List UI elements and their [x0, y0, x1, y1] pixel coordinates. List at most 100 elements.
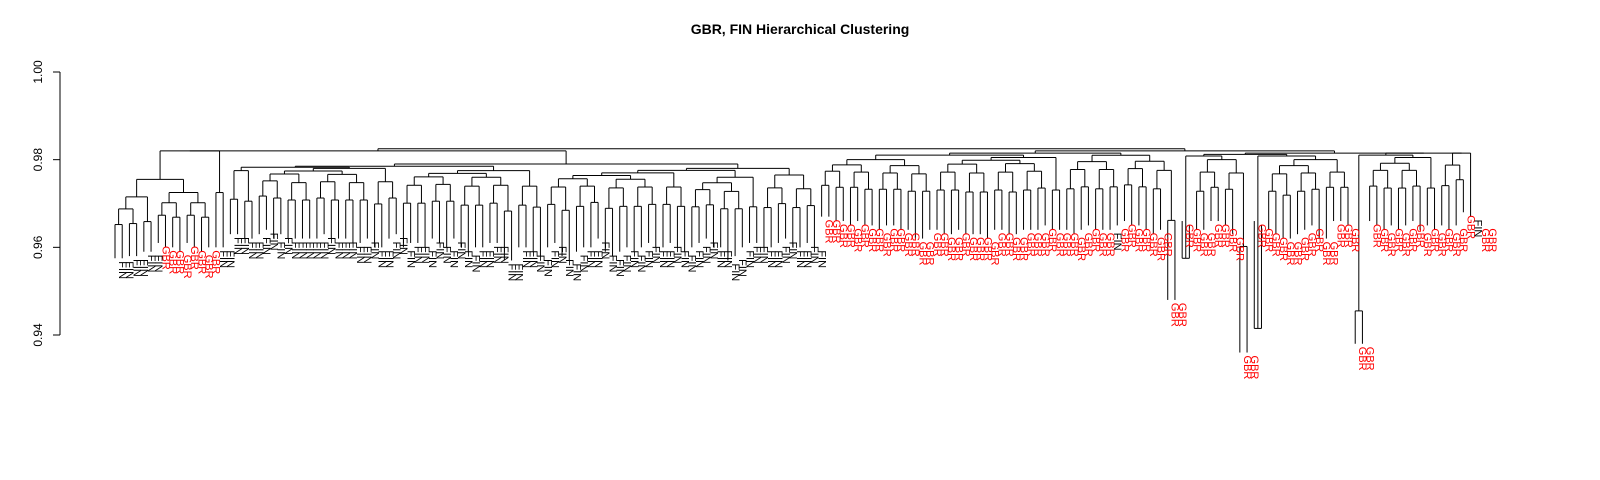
leaf-label: GBR: [1104, 233, 1116, 257]
leaf-label: GBR: [166, 250, 178, 274]
leaf-label: FIN: [570, 263, 582, 281]
leaf-label: FIN: [751, 246, 763, 264]
leaf-label: GBR: [967, 237, 979, 261]
leaf-label: FIN: [693, 250, 705, 268]
leaf-label: FIN: [368, 242, 380, 260]
leaf-label: FIN: [303, 242, 315, 260]
leaf-label: FIN: [289, 242, 301, 260]
leaf-label: FIN: [513, 263, 525, 281]
leaf-label: GBR: [1198, 233, 1210, 257]
leaf-label: GBR: [1270, 233, 1282, 257]
leaf-label: FIN: [347, 242, 359, 260]
leaf-label: GBR: [1464, 215, 1476, 239]
leaf-label: GBR: [916, 242, 928, 266]
leaf-label: GBR: [1053, 233, 1065, 257]
leaf-label: FIN: [599, 242, 611, 260]
leaf-label: GBR: [174, 250, 186, 274]
leaf-label: GBR: [938, 233, 950, 257]
leaf-label: GBR: [1032, 233, 1044, 257]
leaf-label: GBR: [1219, 224, 1231, 248]
leaf-label: FIN: [549, 250, 561, 268]
leaf-label: FIN: [541, 259, 553, 277]
leaf-label: FIN: [534, 255, 546, 273]
leaf-label: GBR: [880, 233, 892, 257]
y-tick-label: 1.00: [31, 60, 45, 84]
leaf-label: FIN: [779, 246, 791, 264]
leaf-label: FIN: [325, 237, 337, 255]
leaf-label: FIN: [123, 261, 135, 279]
leaf-label: GBR: [1125, 224, 1137, 248]
leaf-label: FIN: [714, 250, 726, 268]
leaf-label: GBR: [931, 233, 943, 257]
leaf-label: GBR: [1169, 303, 1181, 327]
leaf-label: FIN: [592, 250, 604, 268]
leaf-label: GBR: [1414, 224, 1426, 248]
leaf-label: GBR: [210, 250, 222, 274]
leaf-label: GBR: [837, 224, 849, 248]
leaf-label: FIN: [354, 246, 366, 264]
leaf-label: FIN: [296, 242, 308, 260]
leaf-label: GBR: [830, 220, 842, 244]
leaf-label: GBR: [996, 233, 1008, 257]
leaf-label: FIN: [628, 250, 640, 268]
leaf-label: FIN: [736, 259, 748, 277]
leaf-label: GBR: [1385, 233, 1397, 257]
leaf-label: GBR: [1371, 224, 1383, 248]
leaf-label: GBR: [866, 228, 878, 252]
leaf-label: FIN: [635, 255, 647, 273]
leaf-label: GBR: [895, 228, 907, 252]
leaf-label: GBR: [1407, 228, 1419, 252]
leaf-label: FIN: [455, 242, 467, 260]
leaf-label: GBR: [1118, 228, 1130, 252]
leaf-label: FIN: [253, 242, 265, 260]
leaf-label: FIN: [1472, 220, 1484, 238]
leaf-label: GBR: [952, 237, 964, 261]
y-tick-label: 0.96: [31, 235, 45, 259]
leaf-label: GBR: [1068, 233, 1080, 257]
leaf-label: GBR: [1342, 224, 1354, 248]
dendrogram-tree: [114, 148, 1472, 353]
leaf-label: FIN: [722, 250, 734, 268]
leaf-label: FIN: [267, 233, 279, 251]
leaf-label: FIN: [642, 250, 654, 268]
leaf-label: GBR: [1133, 228, 1145, 252]
leaf-label: FIN: [606, 255, 618, 273]
leaf-label: GBR: [1428, 228, 1440, 252]
leaf-label: GBR: [1349, 228, 1361, 252]
leaf-label: FIN: [801, 250, 813, 268]
leaf-label: GBR: [1392, 228, 1404, 252]
leaf-label: FIN: [758, 246, 770, 264]
leaf-label: FIN: [657, 250, 669, 268]
leaf-label: GBR: [1205, 233, 1217, 257]
leaf-label: GBR: [945, 237, 957, 261]
leaf-label: GBR: [1378, 228, 1390, 252]
leaf-label: FIN: [426, 250, 438, 268]
leaf-label: FIN: [808, 246, 820, 264]
leaf-label: GBR: [1284, 242, 1296, 266]
leaf-label: FIN: [491, 246, 503, 264]
leaf-label: GBR: [1010, 237, 1022, 261]
leaf-label: FIN: [239, 237, 251, 255]
leaf-label: GBR: [195, 250, 207, 274]
leaf-label: GBR: [203, 255, 215, 279]
leaf-label: FIN: [275, 242, 287, 260]
leaf-label: GBR: [1061, 233, 1073, 257]
leaf-label: FIN: [397, 237, 409, 255]
leaf-label: GBR: [1025, 233, 1037, 257]
leaf-label: GBR: [1046, 228, 1058, 252]
leaf-label: FIN: [614, 259, 626, 277]
leaf-label: GBR: [1183, 224, 1195, 248]
leaf-label: FIN: [224, 250, 236, 268]
leaf-label: GBR: [1421, 233, 1433, 257]
leaf-label: FIN: [145, 255, 157, 273]
leaf-label: FIN: [743, 250, 755, 268]
leaf-label: FIN: [505, 263, 517, 281]
leaf-label: FIN: [440, 246, 452, 264]
leaf-label: FIN: [686, 255, 698, 273]
y-axis: 0.94 0.96 0.98 1.00: [31, 60, 61, 347]
leaf-label: FIN: [116, 261, 128, 279]
leaf-label: FIN: [650, 246, 662, 264]
leaf-label: FIN: [448, 250, 460, 268]
leaf-label: FIN: [664, 250, 676, 268]
leaf-label: GBR: [1226, 228, 1238, 252]
